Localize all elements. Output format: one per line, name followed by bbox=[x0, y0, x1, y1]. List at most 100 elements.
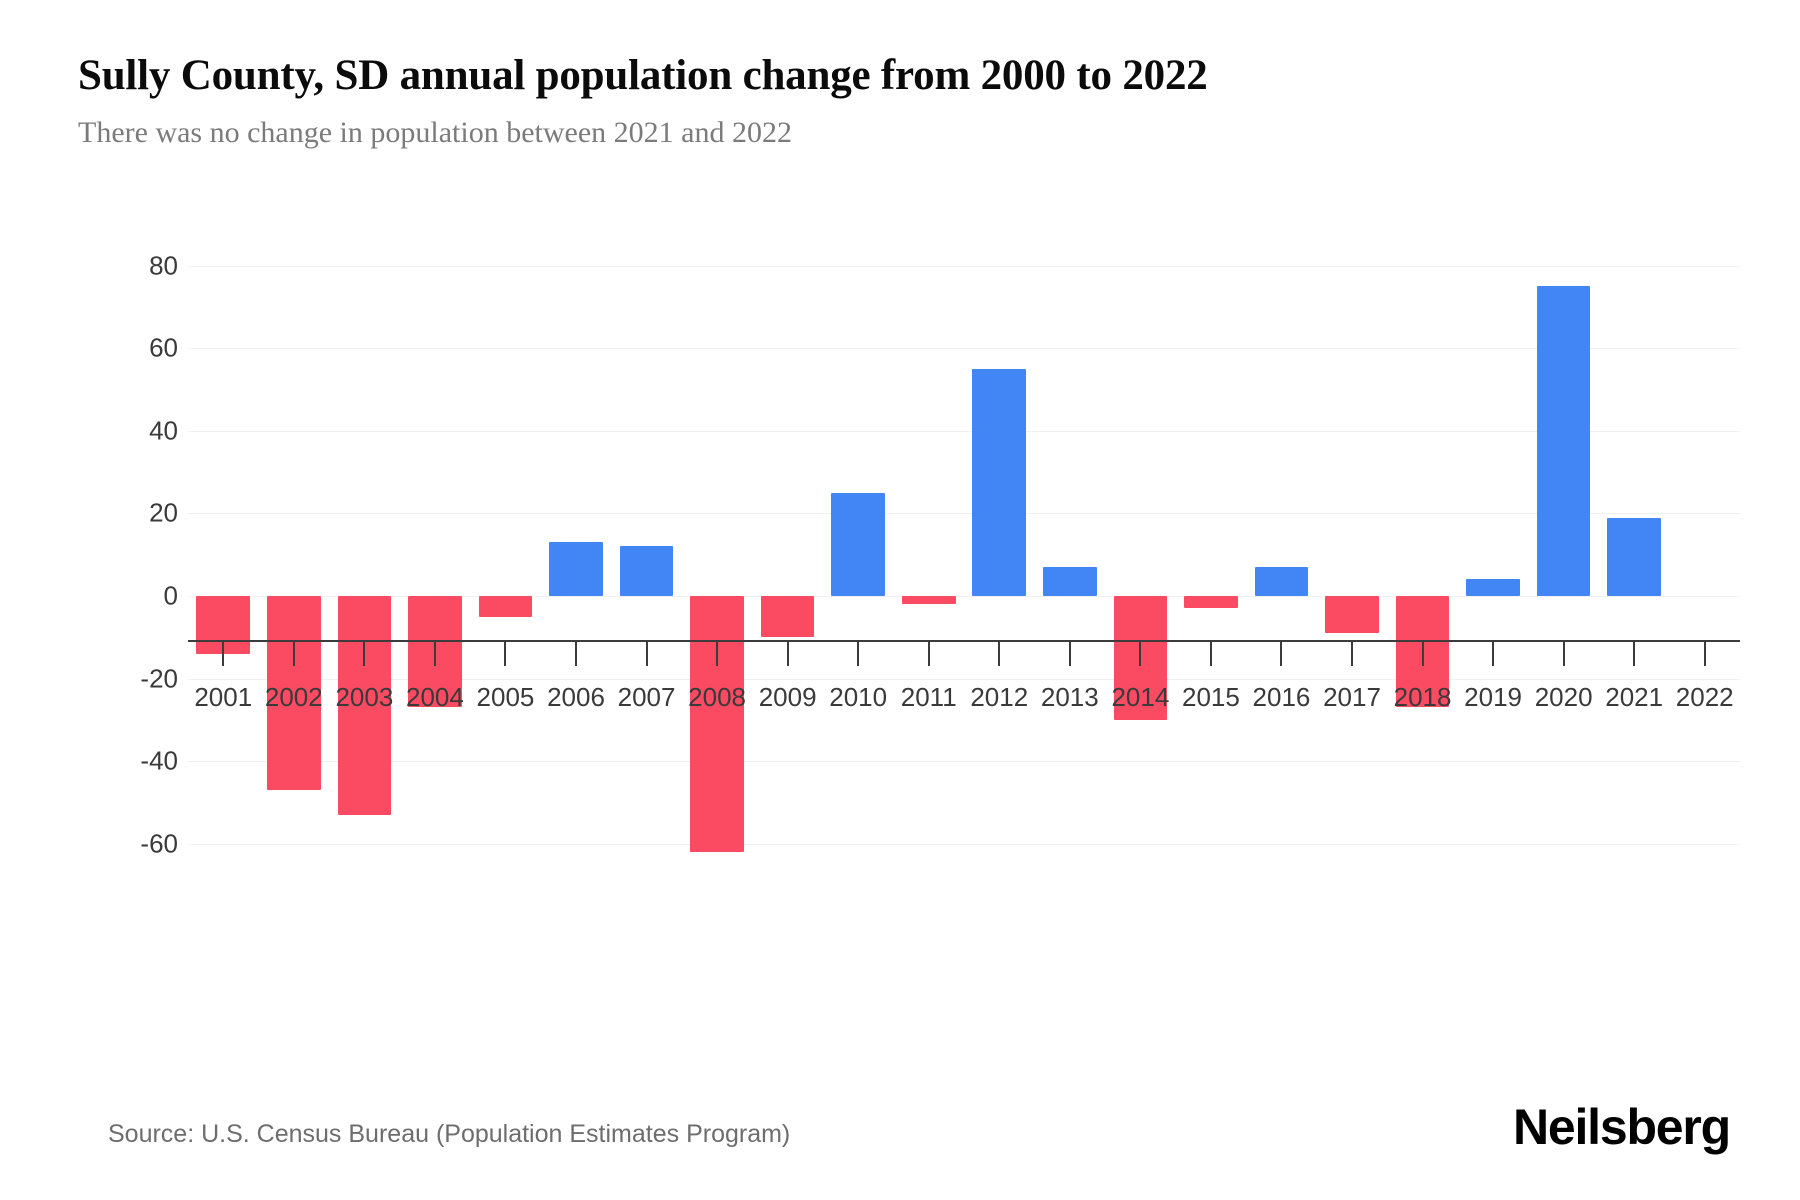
chart-footer: Source: U.S. Census Bureau (Population E… bbox=[0, 1050, 1800, 1200]
y-tick-label: 60 bbox=[149, 332, 178, 363]
page-title: Sully County, SD annual population chang… bbox=[78, 52, 1208, 99]
grid-and-bars bbox=[188, 245, 1740, 885]
bar-2020[interactable] bbox=[1536, 286, 1591, 596]
bar-2013[interactable] bbox=[1043, 567, 1097, 596]
x-tick-mark bbox=[1633, 640, 1636, 666]
bar-slot bbox=[1035, 245, 1106, 885]
bar-2006[interactable] bbox=[549, 542, 603, 596]
x-tick-mark bbox=[716, 640, 719, 666]
x-tick-label: 2015 bbox=[1181, 682, 1240, 712]
y-tick-label: -40 bbox=[140, 745, 178, 776]
x-tick-mark bbox=[1280, 640, 1283, 666]
bar-2017[interactable] bbox=[1325, 595, 1379, 634]
bar-slot bbox=[1458, 245, 1529, 885]
x-tick-mark bbox=[363, 640, 366, 666]
bar-2010[interactable] bbox=[831, 492, 885, 596]
x-tick-label: 2005 bbox=[476, 682, 535, 712]
gridline bbox=[188, 843, 1740, 845]
x-tick-label: 2009 bbox=[758, 682, 817, 712]
chart-subtitle: There was no change in population betwee… bbox=[78, 116, 792, 150]
gridline bbox=[188, 678, 1740, 680]
x-tick-label: 2006 bbox=[547, 682, 605, 712]
x-tick-mark bbox=[645, 640, 648, 666]
x-tick-mark bbox=[575, 640, 577, 666]
bar-slot bbox=[1528, 245, 1599, 885]
bar-2021[interactable] bbox=[1607, 517, 1661, 596]
bar-2009[interactable] bbox=[760, 595, 815, 638]
bar-slot bbox=[188, 245, 259, 885]
bar-2016[interactable] bbox=[1254, 567, 1309, 596]
bar-slot bbox=[1246, 245, 1317, 885]
x-tick-mark bbox=[1351, 640, 1353, 666]
bar-slot bbox=[1669, 245, 1740, 885]
x-tick-label: 2019 bbox=[1464, 682, 1522, 712]
x-tick-mark bbox=[998, 640, 1001, 666]
x-tick-mark bbox=[1209, 640, 1212, 666]
bar-2002[interactable] bbox=[267, 595, 321, 791]
y-tick-label: -20 bbox=[140, 663, 178, 694]
bar-slot bbox=[1599, 245, 1670, 885]
bar-2008[interactable] bbox=[690, 595, 744, 852]
x-tick-mark bbox=[433, 640, 436, 666]
gridline bbox=[188, 430, 1740, 432]
bar-slot bbox=[1317, 245, 1388, 885]
x-tick-label: 2008 bbox=[688, 682, 746, 712]
gridline bbox=[188, 513, 1740, 515]
x-tick-label: 2004 bbox=[405, 682, 464, 712]
x-tick-mark bbox=[504, 640, 507, 666]
x-tick-label: 2003 bbox=[335, 682, 394, 712]
y-axis: 80 60 40 20 0 -20 -40 -60 bbox=[0, 245, 178, 885]
chart-plot-area: 80 60 40 20 0 -20 -40 -60 bbox=[0, 245, 1800, 985]
gridline-zero bbox=[188, 595, 1740, 597]
chart-header: Sully County, SD annual population chang… bbox=[78, 52, 1718, 150]
bar-2005[interactable] bbox=[478, 595, 533, 617]
y-tick-label: 40 bbox=[149, 415, 178, 446]
bar-slot bbox=[470, 245, 541, 885]
x-tick-mark bbox=[857, 640, 860, 666]
gridline bbox=[188, 761, 1740, 763]
x-tick-mark bbox=[1703, 640, 1706, 666]
x-tick-mark bbox=[292, 640, 295, 666]
y-tick-label: 20 bbox=[149, 497, 178, 528]
bar-2007[interactable] bbox=[619, 546, 674, 596]
x-tick-mark bbox=[786, 640, 789, 666]
bar-slot bbox=[1105, 245, 1176, 885]
bar-2019[interactable] bbox=[1466, 579, 1520, 596]
bar-2011[interactable] bbox=[901, 595, 956, 605]
bar-series bbox=[188, 245, 1740, 885]
x-tick-label: 2018 bbox=[1393, 682, 1452, 712]
bar-slot bbox=[329, 245, 400, 885]
bar-slot bbox=[893, 245, 964, 885]
x-tick-label: 2012 bbox=[970, 682, 1029, 712]
bar-slot bbox=[259, 245, 330, 885]
y-tick-label: 0 bbox=[163, 580, 178, 611]
bar-2003[interactable] bbox=[337, 595, 392, 815]
source-note: Source: U.S. Census Bureau (Population E… bbox=[108, 1120, 791, 1148]
y-tick-label: -60 bbox=[140, 828, 178, 859]
x-tick-label: 2022 bbox=[1675, 682, 1734, 712]
bar-slot bbox=[611, 245, 682, 885]
x-tick-mark bbox=[1492, 640, 1495, 666]
x-tick-mark bbox=[927, 640, 930, 666]
x-tick-mark bbox=[1562, 640, 1565, 666]
bar-slot bbox=[752, 245, 823, 885]
x-tick-label: 2021 bbox=[1605, 682, 1664, 712]
bar-slot bbox=[541, 245, 612, 885]
x-tick-label: 2010 bbox=[829, 682, 888, 712]
bar-2015[interactable] bbox=[1184, 595, 1238, 609]
brand-logo: Neilsberg bbox=[1512, 1099, 1731, 1155]
x-axis-line bbox=[188, 640, 1740, 642]
x-tick-mark bbox=[1421, 640, 1424, 666]
x-tick-mark bbox=[1068, 640, 1071, 666]
x-tick-label: 2011 bbox=[900, 682, 957, 712]
y-tick-label: 80 bbox=[149, 250, 178, 281]
x-tick-label: 2020 bbox=[1534, 682, 1593, 712]
x-tick-label: 2013 bbox=[1040, 682, 1099, 712]
bar-slot bbox=[1387, 245, 1458, 885]
x-tick-label: 2016 bbox=[1252, 682, 1311, 712]
bar-slot bbox=[1176, 245, 1247, 885]
x-axis: 2001 2002 2003 2004 2005 2006 2007 2008 2009 2010… bbox=[188, 640, 1740, 760]
x-tick-label: 2007 bbox=[617, 682, 676, 712]
x-tick-mark bbox=[222, 640, 225, 666]
bar-2012[interactable] bbox=[972, 368, 1027, 596]
